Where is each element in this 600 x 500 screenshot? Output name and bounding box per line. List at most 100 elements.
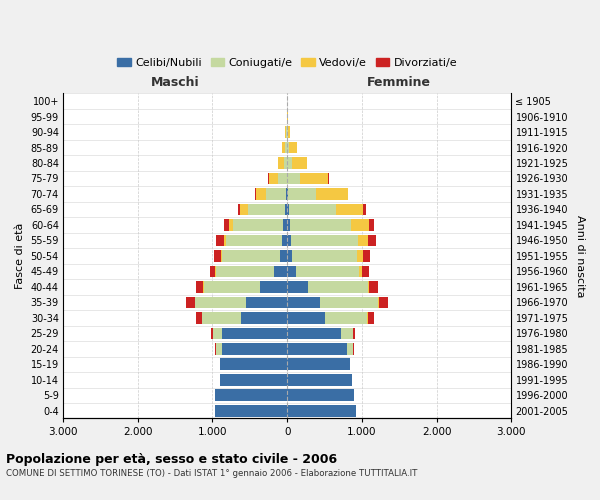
Bar (278, 157, 284, 169)
Bar (216, 266, 274, 277)
Bar (238, 204, 240, 216)
Bar (202, 312, 241, 324)
Bar (379, 296, 388, 308)
Bar (287, 219, 290, 230)
Bar (248, 204, 285, 216)
Bar (292, 157, 307, 169)
Bar (287, 126, 288, 138)
Bar (286, 126, 287, 138)
Bar (377, 296, 379, 308)
Bar (255, 188, 256, 200)
Bar (287, 374, 352, 386)
Bar (220, 374, 287, 386)
Bar (196, 296, 246, 308)
Bar (287, 405, 356, 416)
Bar (337, 204, 364, 216)
Bar (196, 281, 203, 292)
Bar (283, 219, 287, 230)
Bar (289, 204, 337, 216)
Bar (300, 172, 328, 184)
Bar (209, 266, 215, 277)
Bar (364, 204, 365, 216)
Bar (287, 204, 289, 216)
Bar (316, 188, 348, 200)
Bar (287, 157, 292, 169)
Bar (287, 343, 347, 354)
Bar (291, 234, 358, 246)
Bar (269, 172, 278, 184)
Bar (220, 358, 287, 370)
Bar (211, 328, 213, 339)
Bar (284, 157, 287, 169)
Bar (215, 390, 287, 401)
Bar (287, 266, 296, 277)
Bar (216, 343, 222, 354)
Bar (368, 312, 374, 324)
Bar (274, 266, 287, 277)
Text: Maschi: Maschi (151, 76, 199, 88)
Bar (278, 172, 287, 184)
Bar (347, 343, 353, 354)
Bar (348, 188, 349, 200)
Bar (341, 328, 353, 339)
Bar (285, 204, 287, 216)
Bar (287, 281, 308, 292)
Bar (222, 250, 280, 262)
Bar (287, 328, 341, 339)
Bar (266, 188, 286, 200)
Bar (287, 234, 291, 246)
Bar (368, 281, 370, 292)
Bar (224, 219, 229, 230)
Bar (358, 234, 368, 246)
Bar (358, 250, 362, 262)
Bar (256, 188, 266, 200)
Bar (370, 281, 379, 292)
Bar (287, 390, 355, 401)
Bar (214, 250, 221, 262)
Bar (241, 312, 287, 324)
Bar (286, 188, 287, 200)
Bar (367, 312, 368, 324)
Bar (359, 266, 362, 277)
Bar (283, 142, 286, 154)
Text: Femmine: Femmine (367, 76, 431, 88)
Bar (290, 219, 352, 230)
Bar (203, 281, 260, 292)
Bar (287, 358, 350, 370)
Bar (352, 219, 368, 230)
Bar (260, 281, 287, 292)
Text: Popolazione per età, sesso e stato civile - 2006: Popolazione per età, sesso e stato civil… (6, 452, 337, 466)
Bar (288, 188, 316, 200)
Bar (216, 234, 224, 246)
Bar (226, 234, 282, 246)
Bar (353, 328, 355, 339)
Bar (288, 126, 290, 138)
Bar (292, 250, 358, 262)
Bar (215, 266, 216, 277)
Bar (325, 312, 367, 324)
Bar (282, 234, 287, 246)
Bar (233, 219, 283, 230)
Bar (287, 296, 320, 308)
Legend: Celibi/Nubili, Coniugati/e, Vedovi/e, Divorziati/e: Celibi/Nubili, Coniugati/e, Vedovi/e, Di… (113, 54, 461, 72)
Text: COMUNE DI SETTIMO TORINESE (TO) - Dati ISTAT 1° gennaio 2006 - Elaborazione TUTT: COMUNE DI SETTIMO TORINESE (TO) - Dati I… (6, 469, 418, 478)
Bar (308, 281, 368, 292)
Bar (296, 266, 359, 277)
Y-axis label: Anni di nascita: Anni di nascita (575, 214, 585, 297)
Bar (229, 219, 233, 230)
Bar (215, 405, 287, 416)
Bar (287, 172, 300, 184)
Bar (289, 142, 297, 154)
Bar (222, 343, 287, 354)
Y-axis label: Fasce di età: Fasce di età (15, 222, 25, 289)
Bar (320, 296, 377, 308)
Bar (287, 142, 289, 154)
Bar (287, 188, 288, 200)
Bar (362, 266, 368, 277)
Bar (196, 312, 202, 324)
Bar (246, 296, 287, 308)
Bar (280, 250, 287, 262)
Bar (287, 250, 292, 262)
Bar (287, 312, 325, 324)
Bar (368, 234, 376, 246)
